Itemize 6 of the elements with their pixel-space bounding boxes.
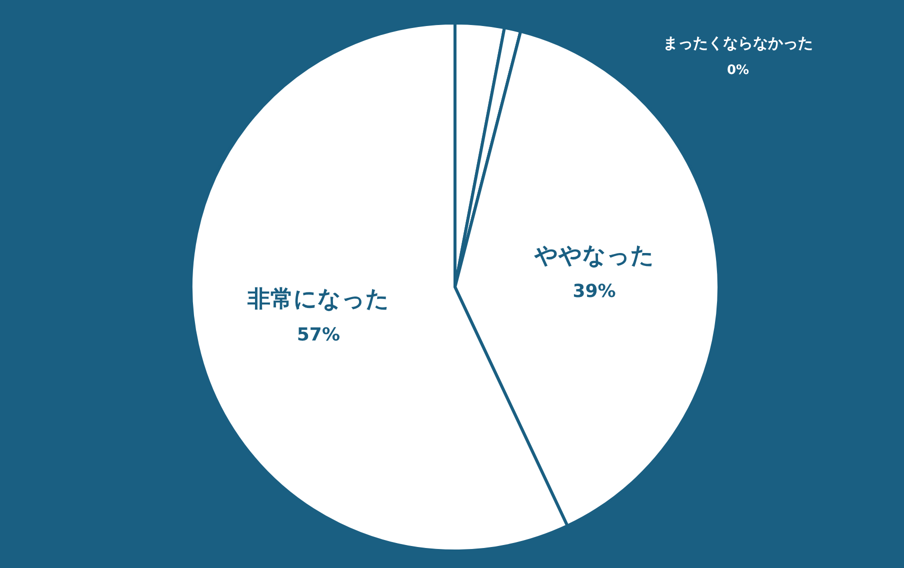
data-label: 57% [296,324,340,346]
category-label: まったくならなかった [663,34,813,52]
text: 0% [726,63,750,78]
data-label: 39% [572,280,616,302]
slice-label: 非常になった [246,286,390,313]
slice-label: ややなった [533,242,654,269]
